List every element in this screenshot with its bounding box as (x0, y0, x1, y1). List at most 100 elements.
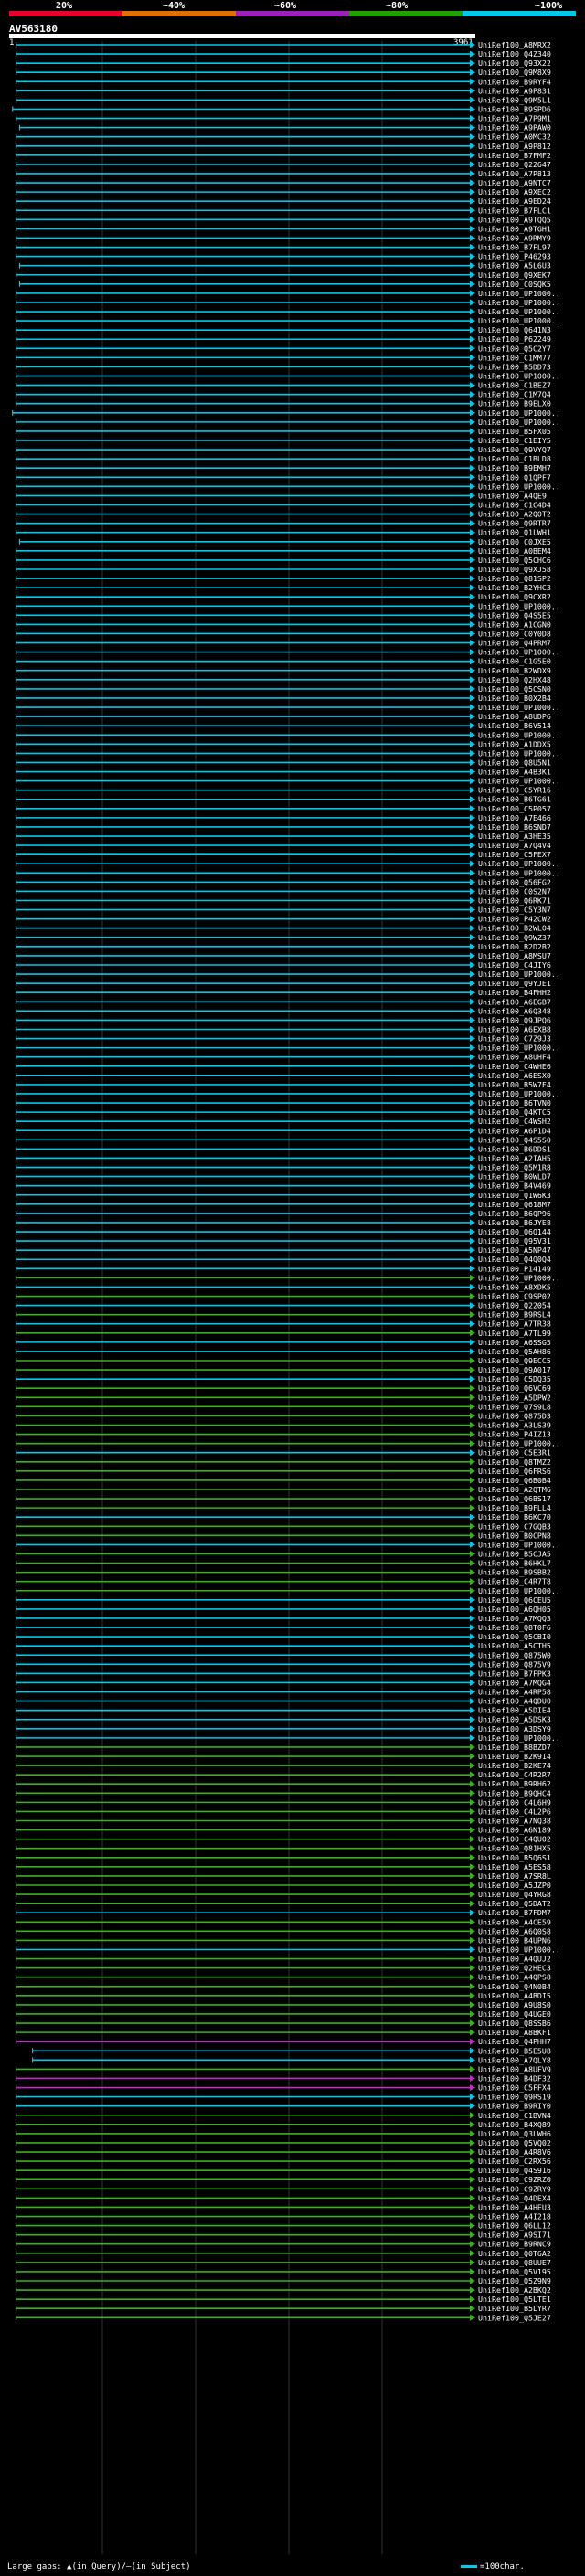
hit-row: UniRef100_B9SPD6 (12, 104, 551, 113)
hit-arrow (470, 216, 475, 223)
hit-arrow (470, 1762, 475, 1769)
hit-arrow (470, 1384, 475, 1392)
hit-arrow (470, 869, 475, 876)
hit-row: UniRef100_C5FEX7 (15, 850, 551, 859)
hit-row: UniRef100_C4WSH2 (15, 1117, 551, 1126)
hit-arrow (470, 41, 475, 48)
hit-arrow (470, 1458, 475, 1466)
hit-label: UniRef100_B6SND7 (478, 822, 551, 832)
hit-row: UniRef100_C4R2R7 (15, 1770, 551, 1779)
hit-label: UniRef100_Q9M5L1 (478, 95, 551, 104)
hit-label: UniRef100_Q6BS17 (478, 1494, 551, 1503)
hit-label: UniRef100_UP1000.. (478, 868, 560, 877)
hit-label: UniRef100_A1DDX5 (478, 739, 551, 748)
hit-row: UniRef100_C0Y0D8 (15, 629, 551, 638)
hit-arrow (470, 1660, 475, 1668)
hit-arrow (470, 805, 475, 812)
hit-label: UniRef100_UP1000.. (478, 298, 560, 307)
hit-arrow (470, 1974, 475, 1981)
hit-arrow (470, 335, 475, 343)
hit-row: UniRef100_C1EIY5 (15, 436, 551, 445)
hit-label: UniRef100_A1CGN0 (478, 620, 551, 629)
hit-label: UniRef100_A7MQG4 (478, 1678, 551, 1687)
hit-label: UniRef100_A6Q348 (478, 1006, 551, 1015)
hit-label: UniRef100_A9RMY9 (478, 233, 551, 242)
hit-row: UniRef100_Q9RTR7 (15, 519, 551, 528)
hit-arrow (470, 906, 475, 914)
hit-arrow (470, 2084, 475, 2092)
hit-arrow (470, 989, 475, 996)
hit-row: UniRef100_A6Q348 (15, 1006, 551, 1015)
hit-arrow (470, 722, 475, 729)
scale-swatch (461, 2565, 477, 2568)
hit-arrow (470, 1422, 475, 1428)
hit-label: UniRef100_B0X2B4 (478, 694, 551, 703)
hit-arrow (470, 50, 475, 58)
hit-arrow (470, 1854, 475, 1861)
hit-row: UniRef100_C5E3R1 (15, 1448, 551, 1458)
hit-label: UniRef100_Q93X22 (478, 58, 551, 68)
hit-arrow (470, 1449, 475, 1457)
hit-arrow (470, 823, 475, 831)
hit-arrow (470, 1394, 475, 1401)
hit-arrow (470, 124, 475, 132)
hit-arrow (470, 1606, 475, 1613)
hit-label: UniRef100_B5FX05 (478, 427, 551, 436)
hit-label: UniRef100_C4R2R7 (478, 1770, 551, 1779)
hit-arrow (470, 1431, 475, 1438)
hit-arrow (470, 1541, 475, 1548)
hit-arrow (470, 308, 475, 315)
hit-arrow (470, 1560, 475, 1567)
hit-arrow (470, 658, 475, 665)
hit-label: UniRef100_UP1000.. (478, 1586, 560, 1595)
hit-row: UniRef100_B5E5U8 (32, 2046, 551, 2055)
hit-label: UniRef100_Q4UGE0 (478, 2009, 551, 2019)
hit-label: UniRef100_Q9RTR7 (478, 519, 551, 528)
hit-label: UniRef100_A5DPW2 (478, 1393, 551, 1402)
hit-row: UniRef100_Q9YJE1 (15, 979, 551, 988)
hit-arrow (470, 1302, 475, 1309)
scale-end-label: 3961 (453, 38, 473, 48)
hit-row: UniRef100_Q9CXR2 (15, 592, 551, 601)
hit-row: UniRef100_B6V514 (15, 721, 551, 730)
hit-label: UniRef100_A8BKF1 (478, 2028, 551, 2037)
hit-label: UniRef100_Q5VQ02 (478, 2138, 551, 2147)
hit-arrow (470, 1624, 475, 1631)
hit-arrow (470, 1063, 475, 1070)
hit-row: UniRef100_A7P813 (15, 169, 551, 178)
hit-arrow (470, 860, 475, 867)
hit-arrow (470, 446, 475, 453)
hit-arrow (470, 1025, 475, 1033)
hit-arrow (470, 1237, 475, 1245)
hit-arrow (470, 1035, 475, 1043)
hit-arrow (470, 391, 475, 398)
hit-label: UniRef100_Q618M7 (478, 1200, 551, 1209)
hit-label: UniRef100_Q1W6K3 (478, 1191, 551, 1200)
hit-arrow (470, 842, 475, 849)
hit-row: UniRef100_C4WHE6 (15, 1062, 551, 1071)
hit-arrow (470, 2305, 475, 2312)
hit-arrow (470, 345, 475, 352)
hit-label: UniRef100_C0Y0D8 (478, 629, 551, 638)
hit-label: UniRef100_Q9VYQ7 (478, 445, 551, 454)
hit-label: UniRef100_A9P831 (478, 86, 551, 95)
hit-label: UniRef100_B5CJA5 (478, 1549, 551, 1558)
hit-arrow (470, 2130, 475, 2137)
hit-row: UniRef100_A4R8V6 (15, 2147, 551, 2157)
hit-row: UniRef100_UP1000.. (15, 482, 560, 491)
hit-label: UniRef100_UP1000.. (478, 289, 560, 298)
hit-label: UniRef100_C5Y3N7 (478, 906, 551, 915)
hit-arrow (470, 796, 475, 803)
hit-row: UniRef100_P62249 (15, 334, 551, 344)
hit-arrow (470, 1274, 475, 1281)
hit-arrow (470, 1780, 475, 1787)
hit-row: UniRef100_B6KC70 (15, 1512, 551, 1521)
hit-row: UniRef100_A5DSK3 (15, 1715, 551, 1724)
hit-row: UniRef100_B9RSL4 (15, 1310, 551, 1320)
hit-arrow (470, 1798, 475, 1806)
hit-arrow (470, 1320, 475, 1328)
hit-label: UniRef100_Q4Z340 (478, 49, 551, 58)
hit-arrow (470, 1734, 475, 1742)
hit-arrow (470, 2241, 475, 2248)
